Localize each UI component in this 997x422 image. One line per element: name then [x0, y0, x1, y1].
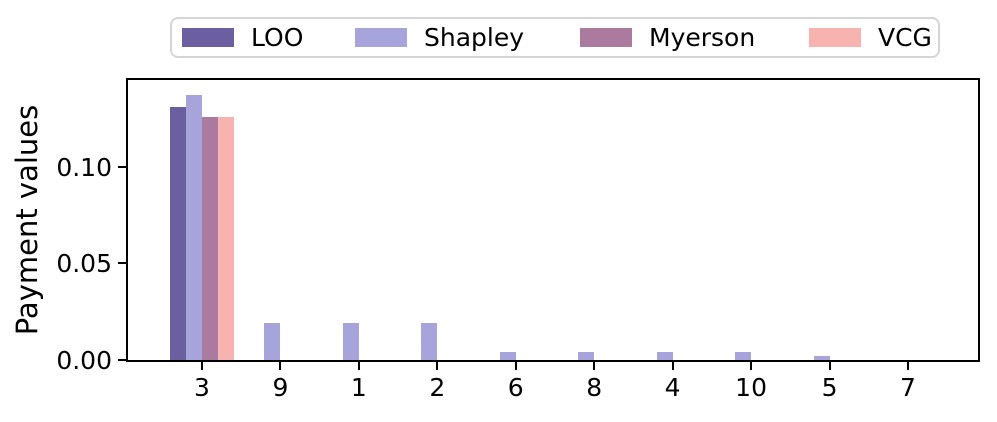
y-tick-label-0.05: 0.05 [56, 249, 112, 279]
bar-shapley-cat-1 [342, 323, 359, 360]
plot-area [126, 78, 980, 362]
x-tick-6 [514, 362, 517, 370]
bar-shapley-cat-10 [735, 352, 752, 360]
x-tick-8 [593, 362, 596, 370]
x-tick-2 [436, 362, 439, 370]
legend-item-shapley: Shapley [355, 19, 524, 56]
y-tick-0.00 [118, 359, 126, 361]
x-tick-label-5: 5 [821, 373, 838, 402]
loo-color-swatch [182, 28, 234, 47]
x-tick-label-4: 4 [664, 373, 681, 402]
y-tick-label-0.10: 0.10 [56, 152, 112, 182]
bar-loo-cat-3 [170, 107, 186, 360]
bar-myerson-cat-3 [202, 116, 218, 360]
bar-shapley-cat-3 [186, 95, 202, 360]
y-axis-label: Payment values [10, 104, 44, 336]
bar-shapley-cat-2 [421, 323, 438, 360]
bar-shapley-cat-5 [813, 356, 830, 360]
x-tick-4 [671, 362, 674, 370]
x-tick-label-1: 1 [350, 373, 367, 402]
x-tick-10 [750, 362, 753, 370]
x-tick-5 [828, 362, 831, 370]
y-tick-0.10 [118, 165, 126, 168]
bar-shapley-cat-6 [499, 352, 516, 360]
x-tick-label-2: 2 [429, 373, 446, 402]
bar-shapley-cat-4 [656, 352, 673, 360]
chart-legend: LOO Shapley Myerson VCG [170, 17, 940, 58]
bar-vcg-cat-3 [218, 116, 234, 360]
legend-label-shapley: Shapley [424, 23, 525, 52]
x-tick-9 [279, 362, 282, 370]
x-tick-label-7: 7 [900, 373, 916, 402]
y-tick-label-0.00: 0.00 [56, 346, 112, 375]
x-tick-3 [201, 362, 203, 370]
x-tick-label-3: 3 [194, 373, 210, 402]
legend-item-myerson: Myerson [580, 19, 755, 56]
x-tick-1 [357, 362, 360, 370]
x-tick-7 [906, 362, 909, 370]
legend-label-vcg: VCG [878, 23, 932, 52]
y-tick-0.05 [118, 262, 126, 265]
legend-item-loo: LOO [182, 19, 303, 56]
legend-label-myerson: Myerson [649, 23, 756, 52]
shapley-color-swatch [355, 28, 407, 47]
legend-item-vcg: VCG [809, 19, 932, 56]
myerson-color-swatch [580, 28, 632, 47]
bar-shapley-cat-9 [264, 323, 281, 360]
bar-shapley-cat-8 [578, 352, 595, 360]
x-tick-label-8: 8 [586, 373, 603, 402]
x-tick-label-9: 9 [272, 373, 289, 402]
x-tick-label-6: 6 [507, 373, 524, 402]
vcg-color-swatch [809, 28, 861, 47]
legend-label-loo: LOO [251, 23, 304, 52]
x-tick-label-10: 10 [735, 373, 767, 402]
